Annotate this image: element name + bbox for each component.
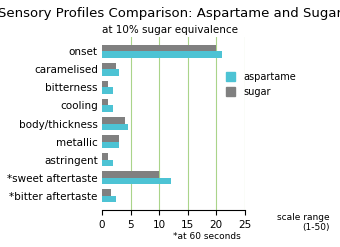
Bar [102,105,114,112]
Bar [102,178,171,184]
Bar [102,51,222,58]
X-axis label: *at 60 seconds: *at 60 seconds [173,232,241,242]
Text: scale range
(1-50): scale range (1-50) [277,213,330,232]
Bar [102,142,119,148]
Bar [102,99,108,105]
Bar [102,196,116,202]
Legend: aspartame, sugar: aspartame, sugar [222,68,300,101]
Bar [102,69,119,76]
Bar [102,117,125,124]
Bar [102,171,159,178]
Text: Sensory Profiles Comparison: Aspartame and Sugar: Sensory Profiles Comparison: Aspartame a… [0,7,340,21]
Bar [102,153,108,160]
Text: at 10% sugar equivalence: at 10% sugar equivalence [102,25,238,35]
Bar [102,63,116,69]
Bar [102,81,108,87]
Bar [102,124,128,130]
Bar [102,189,110,196]
Bar [102,87,114,94]
Bar [102,160,114,166]
Bar [102,45,216,51]
Bar [102,135,119,142]
